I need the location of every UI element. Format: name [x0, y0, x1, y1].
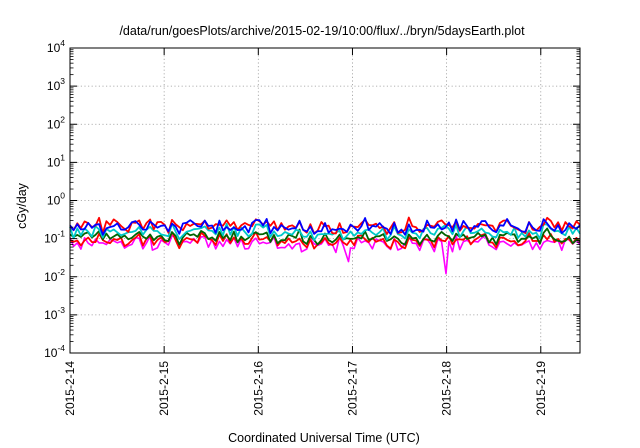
ticks	[69, 47, 580, 354]
series-line	[69, 231, 581, 250]
y-tick-label: 10-4	[44, 343, 65, 360]
x-axis-label: Coordinated Universal Time (UTC)	[228, 431, 420, 445]
y-tick-labels: 10-4 10-3 10-2 10-1 100 101 102 103 104	[44, 38, 65, 360]
y-tick-label: 10-2	[44, 267, 65, 284]
y-tick-label: 102	[47, 114, 65, 131]
x-tick-labels: 2015-2-14 2015-2-15 2015-2-16 2015-2-17 2015…	[63, 361, 548, 416]
grid	[70, 48, 580, 353]
y-tick-label: 104	[47, 38, 65, 55]
y-tick-label: 10-1	[44, 229, 65, 246]
x-tick-label: 2015-2-19	[534, 361, 548, 416]
series-layer	[69, 216, 581, 275]
chart-title: /data/run/goesPlots/archive/2015-02-19/1…	[119, 24, 525, 38]
series-line	[69, 234, 581, 275]
x-tick-label: 2015-2-14	[63, 361, 77, 416]
series-line	[69, 216, 581, 235]
x-tick-label: 2015-2-17	[345, 361, 359, 416]
x-tick-label: 2015-2-15	[157, 361, 171, 416]
x-tick-label: 2015-2-18	[440, 361, 454, 416]
series-line	[69, 217, 581, 236]
y-tick-label: 10-3	[44, 305, 65, 322]
x-tick-label: 2015-2-16	[251, 361, 265, 416]
y-tick-label: 101	[47, 152, 65, 169]
y-tick-label: 100	[47, 191, 65, 208]
y-tick-label: 103	[47, 76, 65, 93]
series-line	[69, 222, 581, 241]
y-axis-label: cGy/day	[15, 182, 29, 229]
